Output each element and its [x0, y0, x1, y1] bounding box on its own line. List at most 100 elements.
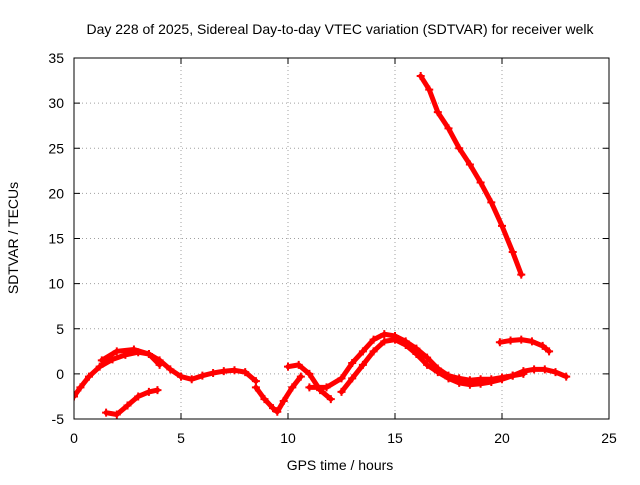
data-point	[444, 124, 453, 133]
data-point	[326, 395, 335, 404]
series-arc8	[337, 335, 571, 396]
data-point	[177, 372, 185, 381]
data-point	[380, 330, 389, 339]
data-point	[506, 336, 515, 345]
data-series	[74, 72, 571, 419]
data-point	[322, 383, 331, 392]
data-point	[358, 347, 367, 356]
data-point	[444, 374, 453, 383]
data-point	[498, 375, 506, 384]
data-point	[476, 178, 485, 187]
y-tick-label: -5	[52, 411, 65, 427]
data-point	[97, 356, 106, 365]
data-point	[269, 404, 278, 413]
series-arc2	[97, 345, 164, 369]
y-tick-label: 20	[48, 185, 64, 201]
data-point	[433, 368, 442, 377]
data-point	[260, 395, 269, 404]
y-tick-label: 30	[48, 95, 64, 111]
y-tick-label: 5	[56, 321, 64, 337]
series-arc1	[74, 348, 185, 401]
y-axis-label: SDTVAR / TECUs	[5, 182, 21, 294]
series-line	[74, 349, 184, 399]
x-tick-label: 5	[177, 430, 185, 446]
chart-title: Day 228 of 2025, Sidereal Day-to-day VTE…	[86, 21, 594, 37]
series-arc4	[177, 366, 260, 386]
data-point	[517, 335, 526, 344]
data-point	[508, 371, 517, 380]
data-point	[337, 374, 346, 383]
data-point	[305, 369, 314, 378]
x-tick-label: 20	[494, 430, 510, 446]
data-point	[527, 337, 536, 346]
data-point	[144, 350, 153, 359]
data-point	[296, 372, 305, 381]
data-point	[487, 377, 496, 386]
series-arc5	[251, 372, 305, 416]
x-axis-label: GPS time / hours	[287, 457, 394, 473]
series-arc9	[416, 72, 526, 279]
data-point	[273, 407, 282, 416]
data-point	[519, 367, 528, 376]
x-tick-label: 0	[70, 430, 78, 446]
data-point	[517, 270, 526, 279]
data-point	[465, 160, 474, 169]
data-point	[416, 72, 425, 81]
data-point	[129, 345, 138, 354]
data-point	[538, 341, 547, 350]
y-tick-label: 15	[48, 231, 64, 247]
x-tick-label: 10	[280, 430, 296, 446]
data-point	[508, 248, 517, 257]
y-tick-label: 10	[48, 276, 64, 292]
data-point	[279, 396, 288, 405]
data-point	[144, 387, 153, 396]
series-arc10	[495, 335, 554, 356]
data-point	[337, 387, 346, 396]
y-tick-label: 35	[48, 50, 64, 66]
data-point	[134, 392, 143, 401]
data-point	[465, 380, 474, 389]
data-point	[423, 353, 432, 362]
data-point	[455, 144, 464, 153]
data-point	[540, 365, 549, 374]
data-point	[84, 372, 93, 381]
series-line	[339, 337, 569, 395]
data-point	[455, 378, 464, 387]
data-point	[412, 350, 421, 359]
x-tick-label: 15	[387, 430, 403, 446]
data-point	[112, 410, 121, 419]
data-point	[155, 360, 164, 369]
data-point	[230, 366, 239, 375]
data-point	[369, 347, 378, 356]
data-point	[551, 368, 560, 377]
data-point	[348, 374, 357, 383]
series-arc3	[102, 386, 162, 419]
grid-lines	[74, 58, 609, 419]
data-point	[219, 367, 228, 376]
data-point	[241, 368, 250, 377]
axis-ticks: 0 5 10 15 20 25 -5 0 5 10 15 20 25 30 35	[48, 50, 617, 446]
y-tick-label: 25	[48, 140, 64, 156]
data-point	[487, 198, 496, 207]
data-point	[495, 338, 504, 347]
data-point	[284, 362, 292, 371]
data-point	[74, 392, 78, 401]
series-line	[418, 73, 524, 278]
data-point	[425, 85, 434, 94]
data-point	[476, 379, 485, 388]
data-point	[380, 337, 389, 346]
data-point	[562, 372, 571, 381]
data-point	[209, 368, 218, 377]
data-point	[198, 371, 207, 380]
data-point	[251, 383, 260, 392]
data-point	[102, 408, 111, 417]
data-point	[401, 340, 410, 349]
data-point	[305, 383, 314, 392]
data-point	[433, 108, 442, 117]
x-tick-label: 25	[601, 430, 617, 446]
data-point	[166, 365, 175, 374]
data-point	[530, 365, 539, 374]
data-point	[95, 362, 104, 371]
